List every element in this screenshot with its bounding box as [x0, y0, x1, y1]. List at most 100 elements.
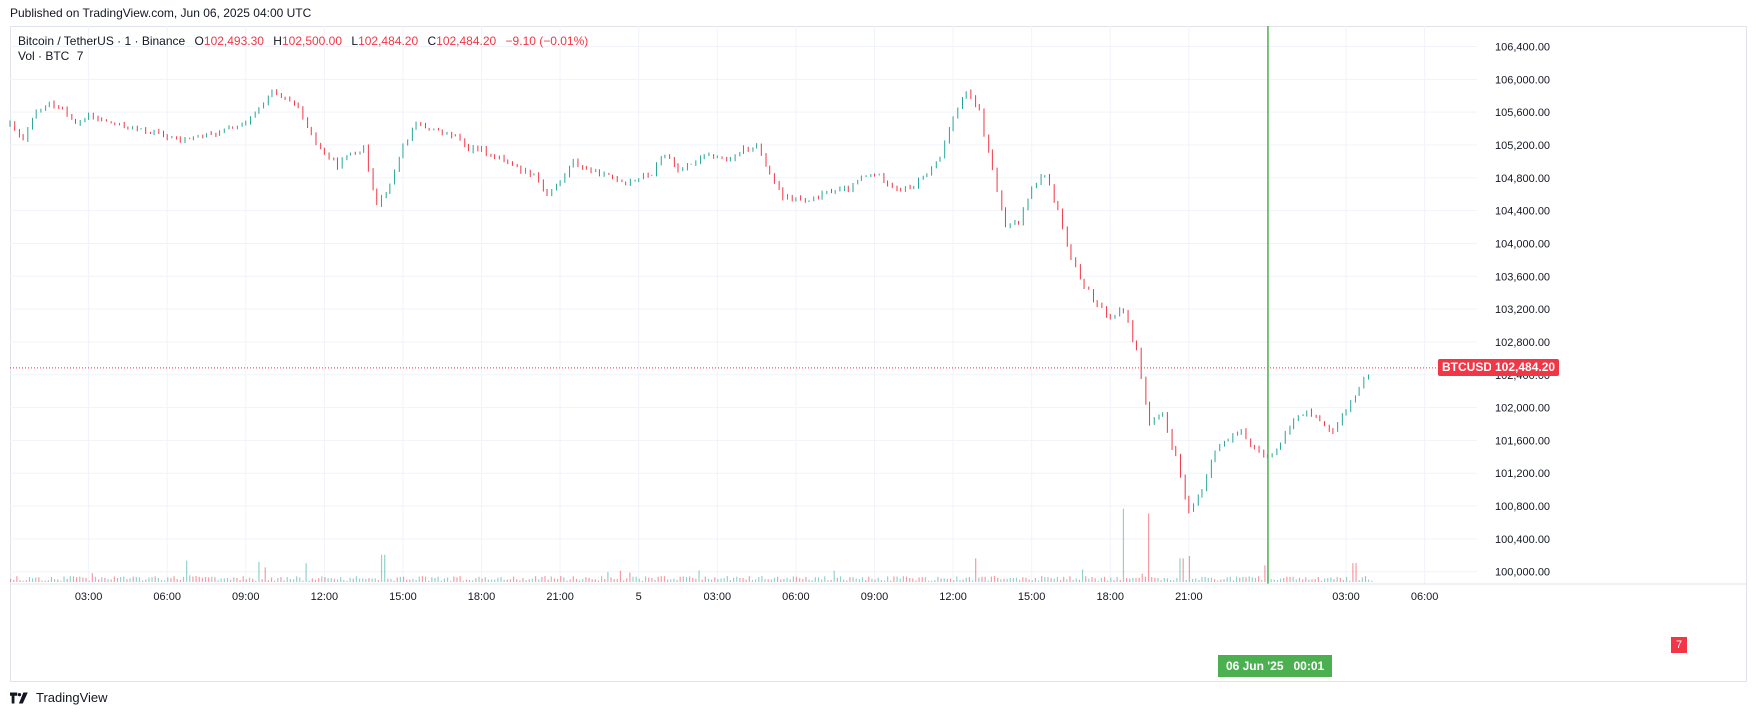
volume-value: 7 [76, 49, 84, 63]
volume-bar [195, 575, 197, 582]
volume-bar [1129, 578, 1131, 582]
volume-bar [434, 578, 436, 582]
x-tick-label: 21:00 [1175, 591, 1203, 603]
volume-bar [720, 578, 722, 582]
y-tick-label: 103,200.00 [1495, 304, 1550, 316]
volume-bar [689, 576, 691, 582]
volume-bar [836, 577, 838, 582]
volume-bar [1280, 578, 1282, 582]
volume-bar [1160, 580, 1162, 582]
volume-bar [330, 577, 332, 582]
volume-bar [261, 579, 263, 582]
volume-bar [1075, 578, 1077, 582]
volume-bar [343, 579, 345, 582]
volume-bar [47, 580, 49, 582]
volume-bar [1210, 577, 1213, 582]
volume-bar [902, 576, 904, 582]
high-label: H [273, 34, 282, 48]
volume-bar [409, 579, 411, 582]
volume-bar [830, 579, 832, 582]
volume-bar [132, 576, 134, 582]
x-tick-label: 15:00 [389, 591, 417, 603]
volume-bar [267, 580, 269, 582]
volume-bar [861, 577, 864, 582]
volume-bar [355, 576, 357, 582]
volume-bar [726, 576, 728, 582]
volume-bar [60, 580, 62, 582]
volume-bar [1207, 577, 1209, 582]
volume-bar [1298, 577, 1301, 582]
volume-bar [208, 577, 210, 582]
volume-bar [1078, 579, 1081, 582]
volume-bar [88, 580, 90, 582]
volume-bar [289, 578, 291, 582]
volume-bar [299, 577, 301, 582]
volume-bar [1166, 578, 1169, 582]
volume-bar [258, 561, 260, 582]
footer-brand[interactable]: TradingView [10, 690, 108, 705]
volume-bar [817, 577, 820, 582]
y-tick-label: 106,400.00 [1495, 42, 1550, 54]
volume-bar [833, 570, 835, 582]
volume-bar [525, 580, 527, 582]
volume-bar [695, 578, 697, 582]
volume-bar [729, 579, 732, 582]
x-tick-label: 03:00 [75, 591, 103, 603]
volume-bar [553, 578, 556, 582]
volume-bar [538, 579, 540, 582]
volume-bar [274, 580, 276, 582]
price-axis: 106,400.00 106,000.00 105,600.00 105,200.00… [1495, 42, 1550, 579]
volume-bar [905, 576, 908, 582]
x-tick-label: 06:00 [1411, 591, 1439, 603]
volume-bar [563, 577, 565, 582]
volume-bar [349, 577, 351, 582]
volume-bar [645, 576, 647, 582]
volume-bar [487, 579, 490, 582]
volume-bar [975, 558, 977, 582]
volume-bar [783, 578, 785, 582]
volume-bar [742, 578, 744, 582]
chart-frame[interactable] [10, 26, 1747, 682]
volume-bar [1305, 577, 1307, 582]
volume-bar [814, 577, 816, 582]
symbol-title[interactable]: Bitcoin / TetherUS · 1 · Binance [18, 34, 186, 48]
volume-bar [19, 580, 21, 582]
volume-bar [189, 575, 191, 582]
volume-bar [239, 579, 241, 582]
volume-bar [956, 576, 958, 582]
volume-bar [346, 580, 348, 582]
volume-bar [1144, 576, 1147, 582]
volume-bar [270, 577, 273, 582]
volume-bar [252, 578, 254, 582]
volume-bar [648, 577, 650, 582]
volume-bar [327, 578, 329, 582]
volume-bar [120, 577, 122, 582]
volume-bar [821, 579, 823, 582]
volume-bar [248, 577, 251, 582]
y-tick-label: 103,600.00 [1495, 271, 1550, 283]
volume-bar [654, 579, 656, 582]
volume-bar [186, 560, 188, 582]
volume-bar [336, 579, 339, 582]
volume-label[interactable]: Vol · BTC [18, 49, 70, 63]
volume-bar [79, 576, 81, 582]
volume-bar [594, 579, 596, 582]
ticker-tag: BTCUSDT [1438, 359, 1504, 376]
volume-bar [1220, 579, 1222, 582]
volume-bar [949, 578, 952, 582]
volume-bar [1053, 578, 1055, 582]
volume-bar [751, 579, 754, 582]
volume-bar [682, 576, 684, 582]
volume-bar [971, 580, 974, 582]
volume-bar [1185, 579, 1187, 582]
x-tick-label: 5 [636, 591, 642, 603]
volume-bar [704, 576, 706, 582]
volume-bar [893, 576, 895, 582]
volume-bar [780, 579, 782, 582]
volume-bar [1198, 579, 1200, 582]
y-tick-label: 102,000.00 [1495, 403, 1550, 415]
y-tick-label: 104,000.00 [1495, 238, 1550, 250]
volume-bar [368, 578, 370, 582]
volume-bar [600, 576, 603, 582]
